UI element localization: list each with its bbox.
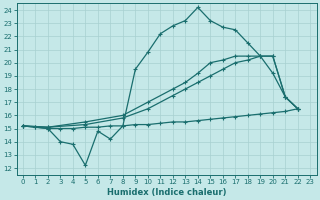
X-axis label: Humidex (Indice chaleur): Humidex (Indice chaleur) <box>107 188 226 197</box>
